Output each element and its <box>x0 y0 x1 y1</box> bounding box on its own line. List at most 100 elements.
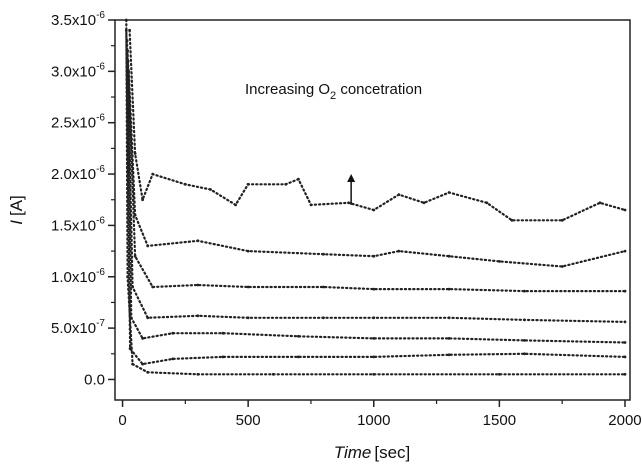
y-tick-label: 0.0 <box>84 371 105 388</box>
x-tick-label: 1500 <box>483 412 516 429</box>
series-2-point-6 <box>297 355 300 359</box>
series-5-point-6 <box>322 285 325 289</box>
series-5-point-5 <box>246 285 250 289</box>
series-6-point-9 <box>447 254 451 258</box>
series-3-point-3 <box>141 337 145 340</box>
series-6-point-6 <box>322 252 325 256</box>
x-tick-label: 2000 <box>608 412 641 429</box>
series-7-point-4 <box>151 172 155 176</box>
series-5-point-10 <box>623 289 627 293</box>
series-3-point-5 <box>221 331 225 335</box>
series-5-point-3 <box>151 285 155 289</box>
series-4-point-10 <box>623 320 627 324</box>
series-6-point-3 <box>146 244 150 248</box>
series-7-point-18 <box>510 218 514 222</box>
series-1-point-7 <box>372 372 376 376</box>
series-7-point-6 <box>209 188 212 191</box>
series-7-point-7 <box>234 203 238 207</box>
series-3-point-4 <box>171 331 175 335</box>
series-6-point-7 <box>372 254 376 258</box>
series-1-point-5 <box>196 372 200 376</box>
series-3-point-8 <box>447 337 451 340</box>
series-1-point-2 <box>126 275 129 279</box>
series-5-point-8 <box>447 287 451 291</box>
y-tick-label: 1.0x10-6 <box>51 267 105 286</box>
y-axis: 0.0 5.0x10-7 1.0x10-6 1.5x10-6 2.0x10-6 2.5x1… <box>51 10 115 388</box>
series-7-point-16 <box>447 191 451 194</box>
y-tick-label: 2.5x10-6 <box>51 113 105 132</box>
series-7-point-13 <box>372 208 376 212</box>
series-4-point-6 <box>322 316 325 320</box>
series-7-point-14 <box>397 193 401 197</box>
series-4-point-8 <box>447 316 451 320</box>
series-1-point-9 <box>623 372 627 376</box>
series-7-point-17 <box>485 201 489 205</box>
series-5-point-9 <box>523 289 526 293</box>
series-line-6 <box>127 70 627 268</box>
series-6-point-2 <box>133 213 137 217</box>
plot-series <box>124 18 627 376</box>
series-5-point-2 <box>133 254 137 258</box>
series-3-point-10 <box>623 341 627 344</box>
x-tick-label: 1000 <box>357 412 390 429</box>
y-tick-label: 3.0x10-6 <box>51 61 105 80</box>
series-4-point-5 <box>246 316 250 320</box>
series-3-point-9 <box>523 339 526 342</box>
series-7-point-12 <box>347 201 350 205</box>
series-1-point-3 <box>131 362 135 366</box>
series-6-point-4 <box>196 239 200 243</box>
x-tick-label: 500 <box>236 412 261 429</box>
series-7-point-9 <box>284 182 288 186</box>
series-7-point-20 <box>598 201 602 205</box>
series-3-point-1 <box>125 39 129 42</box>
series-2-point-10 <box>623 355 627 359</box>
series-2-point-3 <box>141 362 145 366</box>
series-7-point-15 <box>422 201 426 205</box>
y-tick-label: 5.0x10-7 <box>51 318 105 337</box>
series-4-point-3 <box>146 316 150 320</box>
series-5-point-1 <box>126 59 130 63</box>
series-4-point-9 <box>523 318 526 322</box>
arrow-head <box>347 174 356 183</box>
series-1-point-6 <box>271 372 275 376</box>
annotation-arrow <box>347 174 356 205</box>
series-2-point-8 <box>447 353 451 357</box>
series-2-point-2 <box>128 347 132 350</box>
series-7-point-3 <box>141 198 145 202</box>
series-7-point-11 <box>309 203 313 207</box>
series-3-point-7 <box>372 337 376 340</box>
series-line-2 <box>125 29 627 366</box>
series-7-point-2 <box>133 152 137 155</box>
series-6-point-12 <box>623 249 627 253</box>
x-axis-label: Time [sec] <box>334 443 411 462</box>
series-6-point-10 <box>498 260 501 263</box>
y-tick-label: 2.0x10-6 <box>51 164 105 183</box>
y-axis-label: I[A] <box>7 195 26 225</box>
series-4-point-1 <box>126 49 129 53</box>
series-7-point-10 <box>297 177 300 181</box>
series-7-point-5 <box>183 182 187 186</box>
series-2-point-1 <box>124 28 128 32</box>
series-2-point-7 <box>372 355 376 359</box>
series-4-point-2 <box>131 285 135 289</box>
series-2-point-4 <box>171 357 175 361</box>
series-6-point-8 <box>397 249 401 253</box>
series-line-3 <box>126 39 627 344</box>
series-5-point-7 <box>372 287 376 291</box>
annotation-text: Increasing O2 concetration <box>245 81 422 102</box>
y-tick-label: 1.5x10-6 <box>51 215 105 234</box>
series-6-point-5 <box>246 249 250 253</box>
series-line-5 <box>127 60 627 293</box>
series-7-point-1 <box>128 28 132 32</box>
series-2-point-5 <box>221 355 225 359</box>
series-7-point-21 <box>623 208 627 212</box>
series-6-point-11 <box>560 265 564 268</box>
series-4-point-4 <box>196 314 200 318</box>
series-line-4 <box>126 49 627 323</box>
series-3-point-6 <box>297 334 300 338</box>
series-4-point-7 <box>372 316 376 320</box>
x-axis: 0 500 1000 1500 2000 <box>118 400 642 429</box>
series-3-point-2 <box>129 316 133 320</box>
series-2-point-9 <box>523 352 526 356</box>
